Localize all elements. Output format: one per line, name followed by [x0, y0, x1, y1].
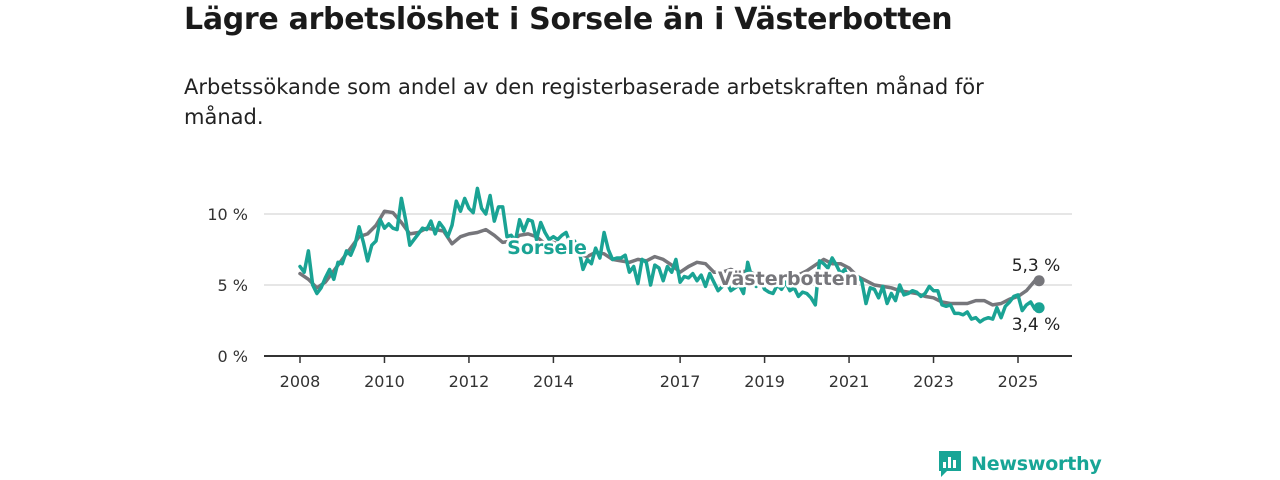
series-labels: Sorsele Västerbotten 5,3 % 3,4 %: [505, 235, 1061, 336]
series-label-vasterbotten: Västerbotten: [718, 268, 858, 290]
newsworthy-logo-icon: [939, 451, 961, 477]
end-value-vasterbotten: 5,3 %: [1012, 256, 1061, 276]
x-tick-label: 2019: [744, 372, 785, 391]
gridlines: [264, 213, 1072, 357]
end-point-vasterbotten: [1033, 275, 1045, 287]
y-tick-label: 10 %: [207, 205, 248, 224]
x-tick-label: 2025: [998, 372, 1039, 391]
x-tick-label: 2008: [280, 372, 321, 391]
x-tick-label: 2012: [449, 372, 490, 391]
series-line-sorsele: [298, 186, 1041, 324]
y-tick-label: 0 %: [218, 347, 248, 366]
y-axis-tick-labels: 0 % 5 % 10 %: [207, 205, 248, 366]
x-axis-ticks: 2008 2010 2012 2014 2017 2019 2021 2023 2025: [280, 356, 1039, 391]
x-tick-label: 2023: [913, 372, 954, 391]
chart-subtitle: Arbetssökande som andel av den registerb…: [184, 75, 984, 129]
x-tick-label: 2014: [533, 372, 574, 391]
chart-title: Lägre arbetslöshet i Sorsele än i Väster…: [184, 2, 953, 37]
x-tick-label: 2017: [660, 372, 701, 391]
series-lines: [298, 186, 1045, 324]
y-tick-label: 5 %: [218, 276, 248, 295]
brand-name: Newsworthy: [971, 453, 1102, 475]
x-tick-label: 2010: [364, 372, 405, 391]
series-label-sorsele: Sorsele: [507, 237, 587, 259]
end-point-sorsele: [1033, 302, 1045, 314]
end-value-sorsele: 3,4 %: [1012, 315, 1061, 335]
x-tick-label: 2021: [829, 372, 870, 391]
newsworthy-brand: Newsworthy: [937, 448, 1102, 480]
